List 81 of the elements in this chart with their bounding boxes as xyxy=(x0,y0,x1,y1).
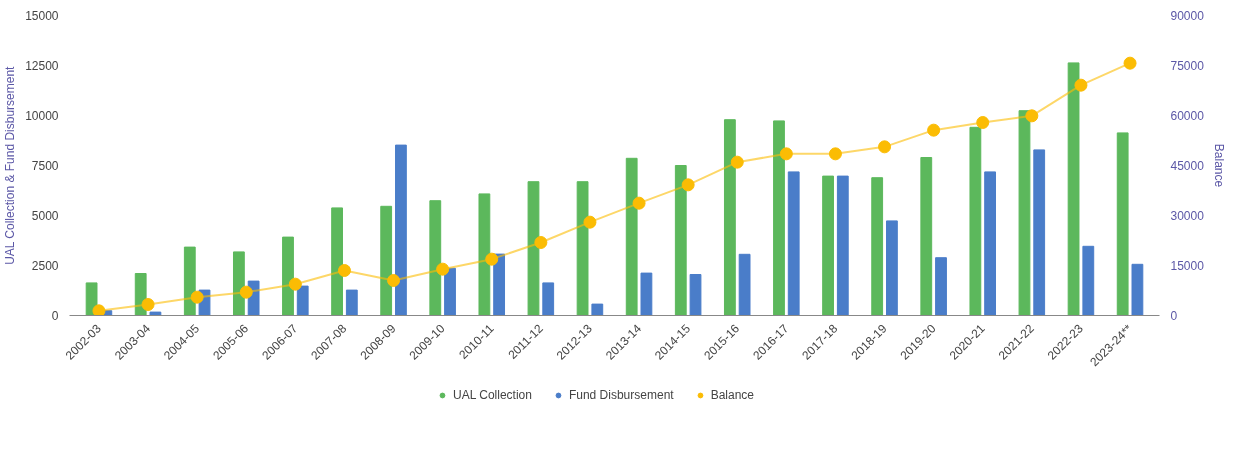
y-tick-label: 2500 xyxy=(31,259,59,273)
bar xyxy=(773,120,785,316)
point xyxy=(779,147,793,161)
bar xyxy=(1018,110,1031,316)
point xyxy=(730,155,744,169)
legend-label: UAL Collection xyxy=(452,388,532,402)
legend-label: Balance xyxy=(710,388,755,402)
point xyxy=(485,252,499,266)
y-axis-title: UAL Collection & Fund Disbursement xyxy=(3,65,18,265)
bar xyxy=(738,253,751,316)
point xyxy=(387,274,401,287)
bar xyxy=(345,289,358,316)
point xyxy=(239,285,253,299)
bar xyxy=(1067,62,1080,316)
point xyxy=(828,147,842,161)
bar xyxy=(282,236,294,316)
bar xyxy=(822,175,834,316)
y2-tick-label: 0 xyxy=(1170,309,1178,323)
bar xyxy=(984,171,997,316)
y-tick-label: 15000 xyxy=(25,9,59,23)
point xyxy=(681,178,695,192)
point xyxy=(436,262,450,276)
point xyxy=(534,236,548,249)
point xyxy=(92,304,106,316)
bar xyxy=(689,274,702,316)
bar xyxy=(935,257,947,316)
bar xyxy=(1131,263,1144,316)
bar xyxy=(625,157,638,316)
bar xyxy=(444,267,456,316)
bar xyxy=(542,282,555,316)
point xyxy=(288,277,302,291)
y2-tick-label: 60000 xyxy=(1170,109,1205,123)
bar xyxy=(296,285,309,316)
bar xyxy=(576,181,589,316)
legend-label: Fund Disbursement xyxy=(568,388,674,402)
point xyxy=(337,264,351,277)
bar xyxy=(886,220,898,316)
point xyxy=(190,290,204,304)
bar xyxy=(640,272,653,316)
point xyxy=(1074,78,1088,92)
point xyxy=(976,116,990,129)
point xyxy=(632,196,646,210)
y-tick-label: 0 xyxy=(51,309,59,323)
bar xyxy=(871,177,884,316)
bar xyxy=(331,207,343,316)
bar xyxy=(149,311,162,316)
bar xyxy=(380,205,393,316)
bar xyxy=(674,165,687,316)
y2-tick-label: 15000 xyxy=(1170,259,1205,273)
point xyxy=(1025,109,1039,123)
bar xyxy=(723,119,736,316)
bar xyxy=(395,144,407,316)
bar xyxy=(527,181,540,316)
y2-tick-label: 90000 xyxy=(1170,9,1205,23)
point xyxy=(1123,56,1137,70)
bar xyxy=(969,126,982,316)
y-tick-label: 10000 xyxy=(25,109,59,123)
bar xyxy=(1033,149,1046,316)
bar xyxy=(183,246,196,316)
point xyxy=(927,123,941,137)
bar xyxy=(591,303,604,316)
y-tick-label: 5000 xyxy=(31,209,59,223)
point xyxy=(878,140,892,154)
bar xyxy=(1116,132,1129,316)
y-tick-label: 12500 xyxy=(25,59,59,73)
y2-tick-label: 75000 xyxy=(1170,59,1205,73)
bar xyxy=(787,171,800,316)
y2-tick-label: 30000 xyxy=(1170,209,1205,223)
bar xyxy=(134,273,147,316)
point xyxy=(141,298,155,311)
bar xyxy=(493,253,506,316)
point xyxy=(583,215,597,229)
y2-axis-title: Balance xyxy=(1211,143,1226,188)
bar xyxy=(478,193,491,316)
y2-tick-label: 45000 xyxy=(1170,159,1205,173)
bar xyxy=(920,157,933,316)
bar xyxy=(1082,245,1095,316)
bar xyxy=(836,175,849,316)
y-tick-label: 7500 xyxy=(31,159,59,173)
bar xyxy=(232,251,245,316)
bar xyxy=(429,200,442,316)
